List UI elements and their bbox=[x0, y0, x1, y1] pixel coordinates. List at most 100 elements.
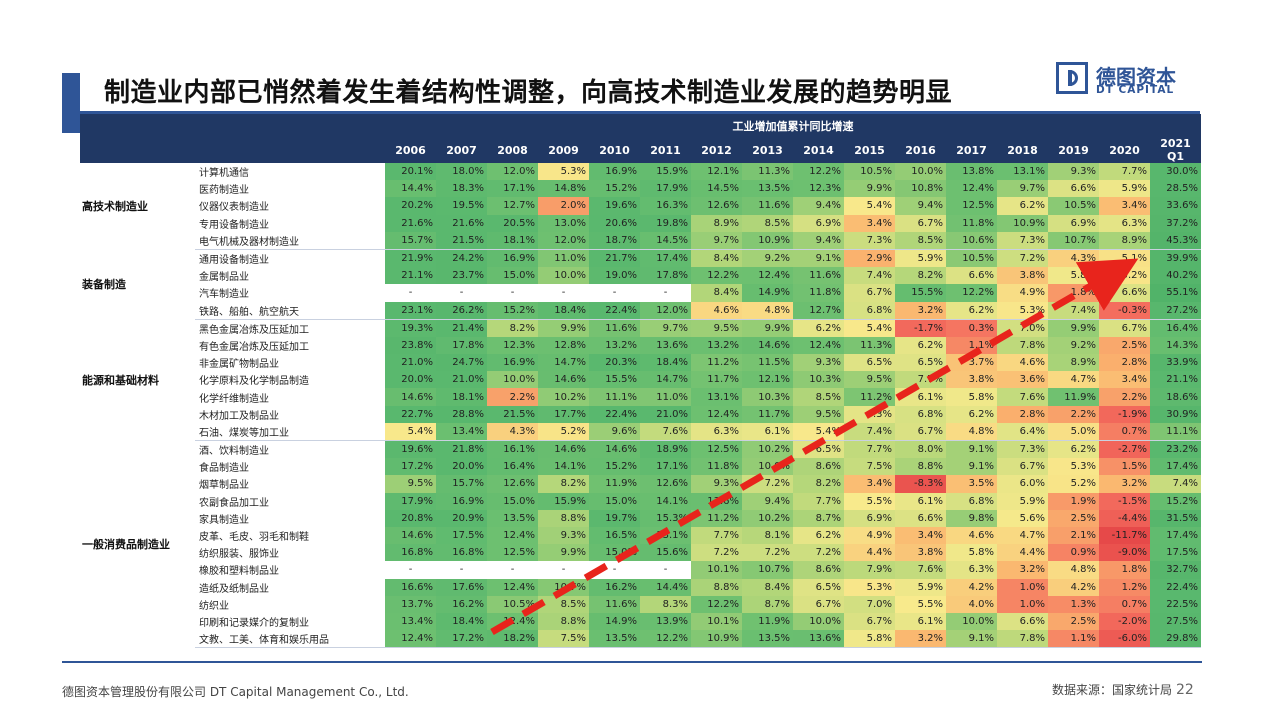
data-cell: 10.3% bbox=[793, 371, 844, 389]
table-row: 橡胶和塑料制品业 - - - - - -10.1% 10.7% 8.6% 7.9% 7.6% 6.3%… bbox=[80, 561, 1201, 579]
data-cell: 12.4% bbox=[742, 267, 793, 285]
group-label: 一般消费品制造业 bbox=[82, 538, 170, 552]
data-cell-empty: - bbox=[538, 284, 589, 302]
column-header-8: 2014 bbox=[793, 137, 844, 163]
data-cell: 22.4% bbox=[589, 405, 640, 423]
data-cell: 4.6% bbox=[997, 354, 1048, 372]
data-cell: 39.9% bbox=[1150, 249, 1201, 268]
table-row: 纺织业 13.7% 16.2% 10.5% 8.5% 11.6% 8.3% 12.2% 8.7%… bbox=[80, 595, 1201, 613]
data-cell: 6.8% bbox=[946, 492, 997, 510]
sector-label: 汽车制造业 bbox=[199, 289, 249, 301]
data-cell: 7.6% bbox=[997, 388, 1048, 406]
data-cell: 30.0% bbox=[1150, 163, 1201, 181]
table-row: 木材加工及制品业 22.7% 28.8% 21.5% 17.7% 22.4% 21.0% 12… bbox=[80, 405, 1201, 423]
data-cell: 11.6% bbox=[589, 595, 640, 613]
data-cell: 32.7% bbox=[1150, 561, 1201, 579]
data-cell-empty: - bbox=[538, 561, 589, 579]
data-cell: -2.7% bbox=[1099, 440, 1150, 459]
data-cell: 12.4% bbox=[487, 578, 538, 596]
data-cell: 15.7% bbox=[436, 475, 487, 493]
data-cell: 12.4% bbox=[487, 612, 538, 631]
data-cell: 18.4% bbox=[640, 354, 691, 372]
data-cell: 11.2% bbox=[844, 388, 895, 406]
data-cell: 8.8% bbox=[691, 578, 742, 596]
data-cell: 11.6% bbox=[742, 197, 793, 215]
data-cell: 12.4% bbox=[691, 405, 742, 423]
column-header-10: 2016 bbox=[895, 137, 946, 163]
data-cell: 10.7% bbox=[742, 561, 793, 579]
data-cell: 14.4% bbox=[640, 578, 691, 596]
data-cell: 16.1% bbox=[487, 440, 538, 459]
data-cell: 14.1% bbox=[640, 492, 691, 510]
data-cell: 7.8% bbox=[997, 336, 1048, 355]
data-cell: 13.2% bbox=[589, 336, 640, 355]
data-cell: 14.6% bbox=[589, 440, 640, 459]
data-cell: 20.5% bbox=[487, 214, 538, 232]
data-cell: 6.7% bbox=[895, 422, 946, 441]
table-row: 文教、工美、体育和娱乐用品 12.4% 17.2% 18.2% 7.5% 13.5% 12.… bbox=[80, 630, 1201, 649]
data-cell: 8.7% bbox=[742, 595, 793, 613]
data-cell-empty: - bbox=[589, 561, 640, 579]
data-cell: 9.3% bbox=[793, 354, 844, 372]
data-cell: 6.3% bbox=[844, 405, 895, 423]
data-cell: 29.8% bbox=[1150, 630, 1201, 649]
data-cell: 6.5% bbox=[793, 440, 844, 459]
data-cell: 13.6% bbox=[640, 336, 691, 355]
data-cell: 7.7% bbox=[895, 371, 946, 389]
sector-label: 石油、煤炭等加工业 bbox=[195, 422, 385, 441]
data-cell: 9.9% bbox=[1048, 319, 1099, 337]
data-cell: 5.3% bbox=[997, 301, 1048, 320]
data-cell: 9.8% bbox=[946, 509, 997, 527]
data-cell: 17.5% bbox=[436, 526, 487, 545]
data-cell: 10.0% bbox=[487, 371, 538, 389]
table-row: 印刷和记录媒介的复制业 13.4% 18.4% 12.4% 8.8% 14.9% 13.9%… bbox=[80, 612, 1201, 631]
data-cell-empty: - bbox=[436, 284, 487, 302]
data-cell: 20.8% bbox=[385, 509, 436, 527]
data-cell: 9.2% bbox=[1048, 336, 1099, 355]
sector-label: 木材加工及制品业 bbox=[199, 410, 279, 422]
sector-label: 食品制造业 bbox=[199, 463, 249, 475]
data-cell: 13.5% bbox=[487, 509, 538, 527]
data-cell: 19.5% bbox=[436, 197, 487, 215]
sector-label: 橡胶和塑料制品业 bbox=[199, 566, 279, 578]
data-cell: 13.2% bbox=[691, 336, 742, 355]
data-cell: 11.9% bbox=[1048, 388, 1099, 406]
data-cell: 18.6% bbox=[1150, 388, 1201, 406]
data-cell: 10.5% bbox=[946, 249, 997, 268]
header-blank bbox=[80, 114, 385, 137]
data-cell: 7.4% bbox=[844, 267, 895, 285]
data-cell: 2.8% bbox=[1099, 354, 1150, 372]
data-cell: 21.0% bbox=[640, 405, 691, 423]
data-cell: 11.8% bbox=[691, 458, 742, 476]
data-cell: 6.9% bbox=[793, 214, 844, 232]
data-cell: 11.2% bbox=[691, 509, 742, 527]
data-cell: 8.5% bbox=[742, 214, 793, 232]
data-cell: 6.5% bbox=[844, 354, 895, 372]
data-cell: 14.3% bbox=[1150, 336, 1201, 355]
sector-label: 烟草制品业 bbox=[199, 480, 249, 492]
data-cell: 11.6% bbox=[793, 267, 844, 285]
data-cell: 27.5% bbox=[1150, 612, 1201, 631]
data-cell: 13.1% bbox=[691, 388, 742, 406]
data-cell: 2.2% bbox=[487, 388, 538, 406]
data-cell: 16.4% bbox=[1150, 319, 1201, 337]
data-cell: 9.5% bbox=[691, 319, 742, 337]
data-cell: 18.4% bbox=[538, 301, 589, 320]
data-cell: 4.9% bbox=[997, 284, 1048, 302]
data-cell: 17.2% bbox=[436, 630, 487, 649]
data-cell: 12.5% bbox=[487, 544, 538, 562]
column-header-1: 2007 bbox=[436, 137, 487, 163]
data-cell-empty: - bbox=[640, 561, 691, 579]
column-header-5: 2011 bbox=[640, 137, 691, 163]
data-cell: 12.4% bbox=[793, 336, 844, 355]
data-cell: 9.1% bbox=[946, 630, 997, 649]
data-cell: 4.4% bbox=[997, 544, 1048, 562]
data-cell: 13.6% bbox=[691, 492, 742, 510]
data-cell: 2.2% bbox=[1099, 388, 1150, 406]
data-cell: 23.8% bbox=[385, 336, 436, 355]
data-cell: 5.8% bbox=[946, 388, 997, 406]
data-cell: 11.3% bbox=[844, 336, 895, 355]
data-cell: 8.4% bbox=[691, 284, 742, 302]
data-cell: 10.9% bbox=[691, 630, 742, 649]
data-cell: 9.4% bbox=[793, 197, 844, 215]
